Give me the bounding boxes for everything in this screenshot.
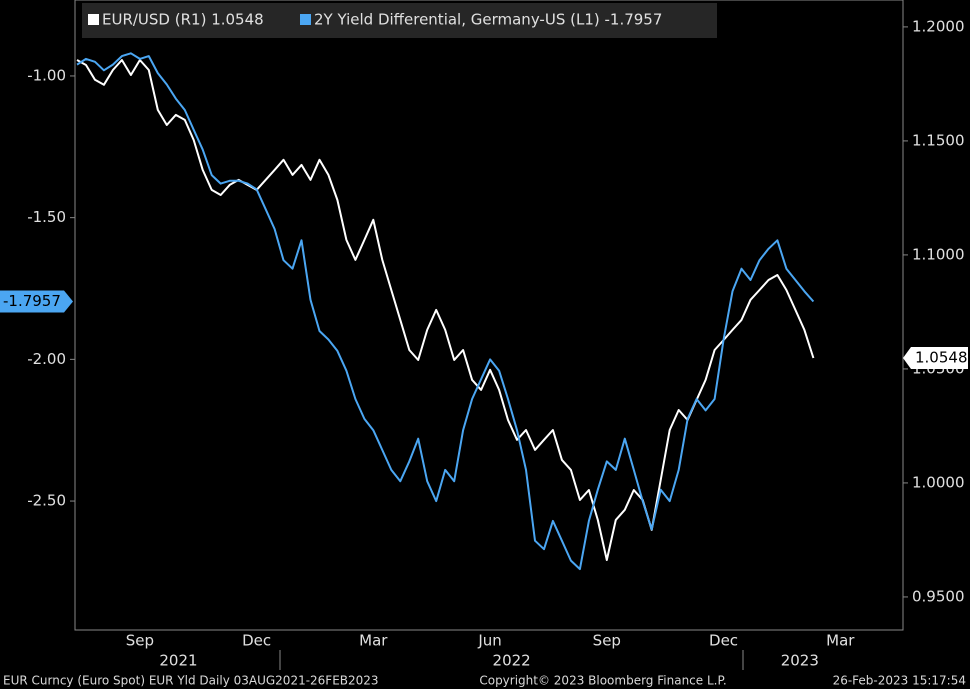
y2-tick-label: 0.9500: [912, 587, 965, 605]
legend-swatch: [300, 14, 311, 25]
y-tick-label: -2.50: [27, 492, 66, 510]
last-value-tag: [0, 290, 73, 313]
y-tick-label: -1.50: [27, 208, 66, 226]
y2-tick-label: 1.2000: [912, 17, 965, 35]
last-value-tag: [903, 346, 968, 369]
x-tick-label: Sep: [126, 632, 154, 650]
last-value-label: -1.7957: [3, 292, 61, 310]
series-line: [76, 52, 815, 571]
y2-tick-label: 1.0000: [912, 473, 965, 491]
x-tick-label: Mar: [359, 632, 388, 650]
year-label: 2021: [159, 652, 197, 670]
legend-label: EUR/USD (R1) 1.0548: [102, 11, 264, 29]
x-tick-label: Dec: [709, 632, 738, 650]
plot-frame: [74, 0, 904, 631]
y-tick-label: -2.00: [27, 350, 66, 368]
x-tick-label: Dec: [242, 632, 271, 650]
y-tick-label: -1.00: [27, 66, 66, 84]
y2-tick-label: 1.1000: [912, 245, 965, 263]
footer-left: EUR Curncy (Euro Spot) EUR Yld Daily 03A…: [3, 674, 379, 688]
x-tick-label: Mar: [826, 632, 855, 650]
legend-box: [82, 3, 717, 38]
x-tick-label: Jun: [477, 632, 501, 650]
y2-tick-label: 1.1500: [912, 131, 965, 149]
footer-right: 26-Feb-2023 15:17:54: [833, 674, 966, 688]
footer-center: Copyright© 2023 Bloomberg Finance L.P.: [479, 674, 726, 688]
legend-swatch: [88, 14, 99, 25]
year-label: 2022: [493, 652, 531, 670]
last-value-label: 1.0548: [915, 348, 968, 366]
x-tick-label: Sep: [593, 632, 621, 650]
legend-label: 2Y Yield Differential, Germany-US (L1) -…: [314, 11, 662, 29]
year-label: 2023: [781, 652, 819, 670]
